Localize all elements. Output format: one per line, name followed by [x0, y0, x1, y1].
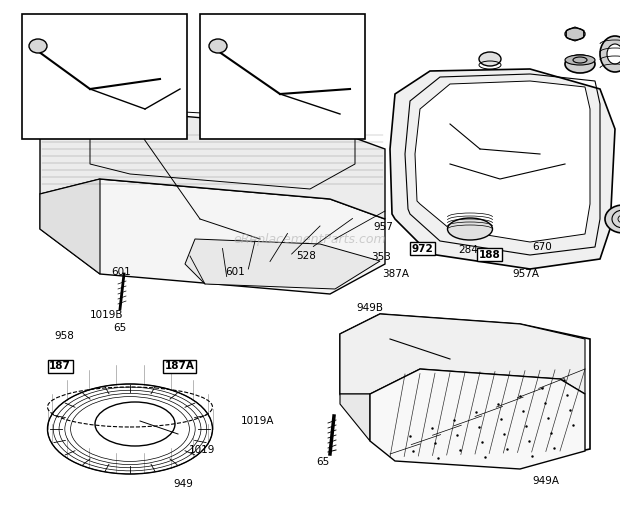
Text: 958: 958: [55, 331, 74, 341]
Text: 1019A: 1019A: [241, 416, 274, 426]
Polygon shape: [40, 179, 100, 274]
Text: 957: 957: [373, 221, 393, 232]
Ellipse shape: [479, 52, 501, 66]
Text: 972: 972: [411, 244, 433, 254]
Polygon shape: [40, 109, 385, 219]
Text: 188: 188: [479, 249, 501, 260]
Polygon shape: [370, 369, 585, 469]
FancyBboxPatch shape: [200, 14, 365, 139]
Text: 601: 601: [111, 267, 131, 277]
Text: 187A: 187A: [165, 361, 195, 372]
Ellipse shape: [209, 39, 227, 53]
Text: 187: 187: [49, 361, 71, 372]
Polygon shape: [390, 69, 615, 269]
Text: 670: 670: [533, 242, 552, 252]
Ellipse shape: [59, 142, 77, 156]
Ellipse shape: [52, 137, 84, 161]
Text: 949B: 949B: [356, 303, 384, 313]
Ellipse shape: [565, 28, 585, 40]
Text: 601: 601: [226, 267, 246, 277]
Text: 957A: 957A: [512, 269, 539, 279]
Ellipse shape: [605, 205, 620, 233]
Text: 353: 353: [371, 252, 391, 262]
Ellipse shape: [29, 39, 47, 53]
Ellipse shape: [565, 55, 595, 65]
Polygon shape: [40, 179, 385, 294]
Text: 1019B: 1019B: [90, 309, 123, 320]
Text: 528: 528: [296, 251, 316, 261]
Text: 387A: 387A: [382, 269, 409, 279]
Polygon shape: [415, 81, 590, 242]
Polygon shape: [340, 314, 585, 394]
Polygon shape: [185, 239, 380, 289]
Ellipse shape: [448, 218, 492, 240]
Ellipse shape: [565, 55, 595, 73]
Polygon shape: [340, 314, 590, 464]
FancyBboxPatch shape: [22, 14, 187, 139]
Ellipse shape: [600, 36, 620, 72]
Text: 65: 65: [316, 457, 329, 467]
Text: 1019: 1019: [188, 445, 215, 456]
Text: 284: 284: [458, 245, 478, 256]
Polygon shape: [340, 394, 370, 441]
Text: 949: 949: [173, 478, 193, 489]
Ellipse shape: [607, 44, 620, 64]
Text: 65: 65: [113, 323, 126, 333]
Text: 949A: 949A: [532, 476, 559, 486]
Text: eReplacementParts.com: eReplacementParts.com: [234, 233, 386, 245]
